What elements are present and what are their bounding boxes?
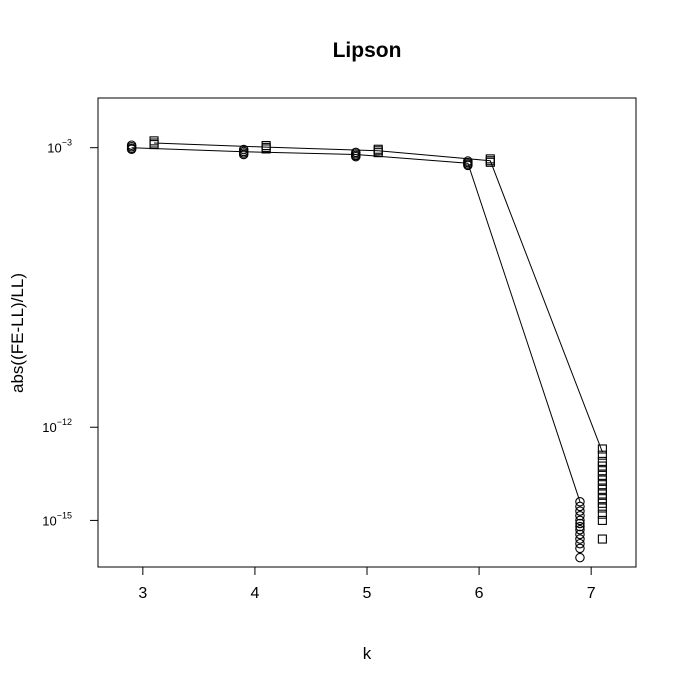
data-point-square [597,509,607,519]
data-point-square [261,140,271,151]
data-point-square [597,515,607,525]
data-point-square [597,475,607,485]
data-point-circle [575,506,585,516]
data-point-circle [575,538,585,549]
data-point-circle [463,160,473,171]
data-point-circle [575,501,585,512]
series-line-square [153,142,603,453]
data-point-square [373,148,383,158]
data-point-square [597,498,607,508]
y-axis: 10−3 10−12 10−15 [42,138,98,528]
y-tick-label: 10−15 [42,510,72,528]
data-point-square [597,534,607,544]
data-point-square [597,480,607,490]
data-point-square [597,450,607,460]
data-point-circle [351,151,361,162]
x-axis-label: k [363,644,372,663]
data-point-square [597,470,607,480]
data-point-circle [126,144,137,154]
series-line-circle [131,147,581,502]
data-point-square [485,157,495,167]
data-point-square [597,461,607,471]
data-point-circle [575,497,585,507]
data-point-circle [575,515,585,526]
x-tick-label: 7 [587,585,596,602]
data-point-circle [575,521,585,532]
data-point-square [597,503,607,513]
data-point-circle [575,518,585,529]
data-point-circle [238,149,249,160]
series-layer [126,136,607,563]
data-point-circle [575,529,585,540]
x-axis: 3 4 5 6 7 [138,567,596,602]
data-point-circle [575,552,585,563]
x-tick-label: 5 [363,585,372,602]
data-point-circle [575,511,585,521]
data-point-square [597,494,607,504]
data-point-circle [575,543,585,554]
y-tick-label: 10−3 [47,138,72,156]
x-tick-label: 4 [250,585,259,602]
data-point-circle [575,534,585,544]
data-point-square [597,484,607,494]
data-point-square [597,444,607,454]
data-point-square [261,144,271,154]
chart-title: Lipson [333,39,402,62]
y-tick-label: 10−12 [42,417,72,435]
x-tick-label: 6 [475,585,484,602]
data-point-circle [575,524,585,535]
x-tick-label: 3 [138,585,147,602]
data-point-square [597,456,607,466]
data-point-square [597,466,607,476]
plot-area-frame [97,97,637,568]
y-axis-label: abs((FE-LL)/LL) [8,273,27,393]
data-point-square [597,489,607,499]
data-point-square [149,140,159,150]
